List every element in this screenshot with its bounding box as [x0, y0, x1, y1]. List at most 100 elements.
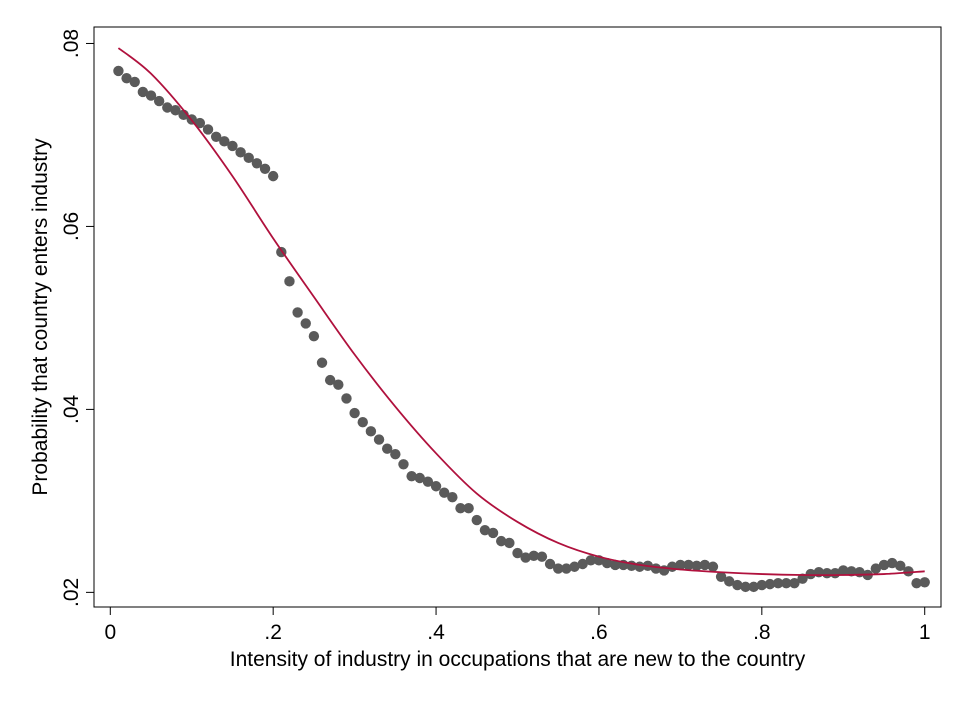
scatter-point	[781, 578, 792, 589]
scatter-point	[724, 576, 735, 587]
scatter-point	[903, 566, 914, 577]
scatter-point	[561, 563, 572, 574]
scatter-point	[202, 124, 214, 135]
scatter-point	[259, 163, 271, 174]
scatter-point	[691, 560, 702, 572]
scatter-point	[715, 571, 727, 583]
scatter-point	[243, 152, 254, 164]
scatter-point	[569, 561, 580, 572]
y-axis-title: Probability that country enters industry	[29, 138, 52, 496]
scatter-point	[772, 578, 784, 589]
scatter-point	[121, 73, 132, 84]
scatter-point	[911, 578, 922, 589]
y-tick-label: .04	[60, 394, 83, 424]
x-tick-label: .2	[264, 621, 282, 644]
scatter-point	[553, 563, 564, 574]
x-axis: 0 .2 .4 .6 .8 1	[104, 607, 931, 644]
scatter-point	[895, 560, 906, 572]
scatter-point	[463, 502, 474, 514]
scatter-point	[170, 105, 181, 116]
scatter-point	[838, 565, 849, 576]
scatter-point	[496, 535, 507, 547]
scatter-point	[455, 502, 466, 514]
scatter-point	[341, 393, 352, 404]
scatter-point	[487, 527, 499, 539]
scatter-point	[365, 426, 377, 437]
y-tick-label: .06	[60, 212, 83, 241]
scatter-point	[577, 558, 588, 570]
scatter-point	[137, 86, 149, 98]
scatter-point	[381, 443, 393, 454]
scatter-point	[732, 579, 743, 591]
scatter-point	[748, 581, 759, 593]
scatter-point	[194, 117, 206, 129]
scatter-point	[292, 307, 303, 318]
scatter-point	[235, 147, 246, 158]
scatter-point	[699, 559, 711, 571]
scatter-point	[129, 76, 140, 88]
plot-frame	[93, 26, 942, 608]
scatter-point	[422, 476, 434, 487]
scatter-point	[333, 379, 344, 390]
scatter-point	[145, 90, 157, 101]
scatter-point	[675, 559, 686, 571]
scatter-point	[520, 552, 531, 563]
scatter-point	[756, 579, 768, 591]
scatter-point	[683, 559, 694, 571]
scatter-point	[430, 481, 442, 492]
x-tick-label: .8	[753, 621, 771, 644]
scatter-point	[886, 557, 898, 569]
scatter-point	[740, 581, 751, 593]
scatter-point	[479, 524, 491, 536]
scatter-point	[398, 459, 409, 470]
scatter-point	[528, 550, 539, 561]
x-tick-label: 1	[919, 621, 931, 644]
scatter-point	[536, 551, 548, 562]
scatter-point	[316, 357, 328, 368]
scatter-point	[300, 318, 311, 329]
x-axis-title: Intensity of industry in occupations tha…	[230, 648, 806, 671]
scatter-point	[504, 537, 515, 549]
scatter-points	[113, 65, 930, 593]
scatter-point	[210, 131, 222, 142]
scatter-point	[878, 559, 890, 571]
scatter-point	[414, 472, 425, 484]
scatter-point	[585, 555, 596, 566]
scatter-point	[544, 558, 556, 570]
scatter-point	[308, 331, 320, 342]
fit-line	[117, 47, 925, 576]
scatter-point	[797, 573, 808, 584]
x-tick-label: .6	[590, 621, 608, 644]
scatter-point	[439, 487, 450, 498]
scatter-point	[357, 417, 368, 428]
scatter-point	[390, 449, 401, 460]
scatter-point	[113, 65, 124, 77]
scatter-point	[373, 434, 385, 445]
scatter-point	[471, 514, 482, 526]
scatter-point	[349, 407, 360, 419]
x-tick-label: 0	[104, 621, 116, 644]
scatter-point	[447, 492, 458, 503]
fit-line-layer	[117, 47, 925, 576]
x-tick-label: .4	[427, 621, 445, 644]
scatter-point	[406, 470, 417, 482]
scatter-point	[251, 158, 263, 169]
y-tick-label: .02	[60, 578, 83, 607]
scatter-point	[512, 547, 523, 559]
scatter-point	[219, 136, 230, 147]
scatter-point	[846, 566, 857, 577]
scatter-point	[153, 95, 165, 107]
scatter-point	[324, 374, 336, 386]
scatter-point	[805, 568, 816, 580]
y-axis: .02 .04 .06 .08	[60, 29, 94, 607]
scatter-point	[267, 170, 279, 182]
y-tick-label: .08	[60, 29, 83, 58]
scatter-point	[284, 276, 295, 287]
scatter-point	[601, 557, 613, 569]
scatter-point	[610, 559, 621, 571]
scatter-point	[764, 578, 776, 590]
scatter-point	[919, 577, 930, 588]
scatter-point	[227, 140, 238, 152]
scatter-point	[707, 561, 719, 572]
